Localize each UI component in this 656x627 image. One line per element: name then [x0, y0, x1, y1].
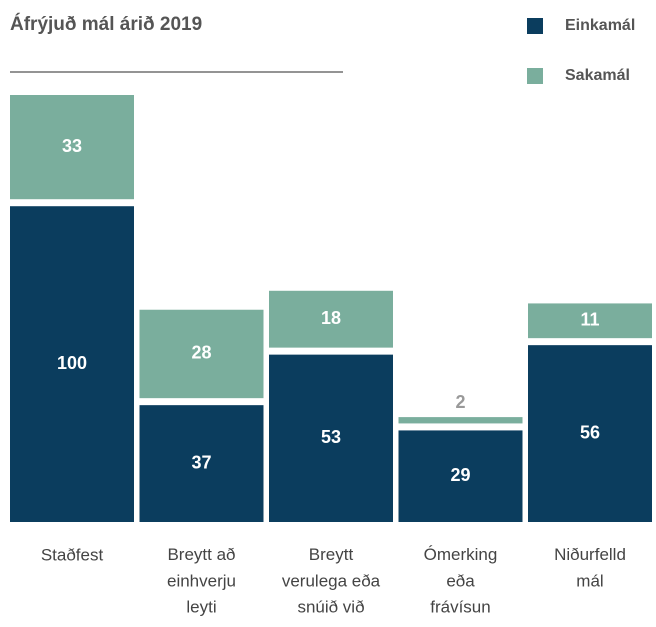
bar-segment — [10, 206, 134, 523]
value-label: 28 — [191, 343, 211, 363]
x-tick-label: Staðfest — [41, 545, 104, 564]
chart-title: Áfrýjuð mál árið 2019 — [10, 13, 202, 35]
x-tick-label: Niðurfelld mál — [554, 545, 626, 590]
bar-segment — [139, 405, 264, 522]
value-label: 100 — [57, 353, 87, 373]
value-label: 29 — [450, 465, 470, 485]
value-label: 37 — [191, 452, 211, 472]
x-tick-label: Breytt að einhverju leyti — [167, 545, 236, 617]
value-label: 11 — [580, 310, 599, 330]
legend-label: Einkamál — [565, 17, 635, 34]
x-tick-label: Breytt verulega eða snúið við — [282, 545, 381, 617]
bar-segment — [528, 303, 652, 339]
bar-segment — [269, 290, 393, 348]
bar-segment — [139, 309, 264, 399]
value-label: 33 — [62, 136, 82, 156]
x-tick-label: Ómerking eða frávísun — [424, 545, 498, 617]
legend-swatch — [527, 18, 543, 34]
bar-segment — [528, 345, 652, 522]
bar-segment — [269, 354, 393, 522]
value-label: 53 — [321, 427, 341, 447]
bar-segment — [398, 430, 523, 522]
value-label: 2 — [455, 392, 465, 412]
bar-segment — [10, 95, 134, 200]
value-label: 56 — [580, 422, 600, 442]
value-label: 18 — [321, 308, 341, 328]
legend-swatch — [527, 68, 543, 84]
bar-segment — [398, 417, 523, 424]
legend-label: Sakamál — [565, 67, 630, 84]
